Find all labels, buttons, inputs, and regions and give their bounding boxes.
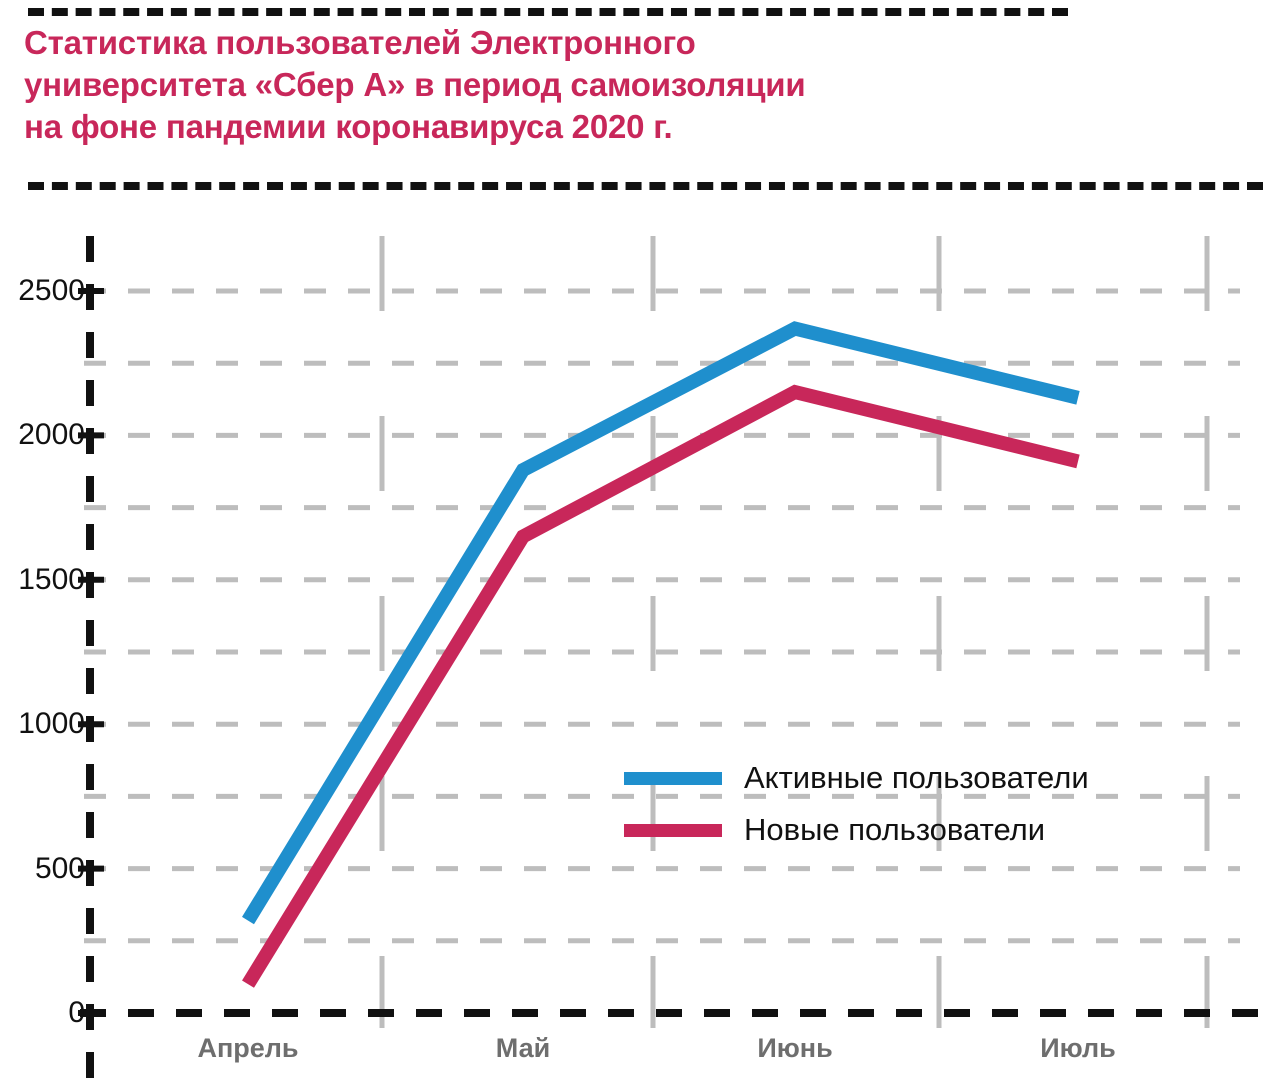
legend-swatch-active-users bbox=[624, 771, 722, 785]
x-axis-label: Июнь bbox=[757, 1033, 833, 1063]
y-axis-label: 500 bbox=[34, 851, 85, 885]
y-axis-label: 2000 bbox=[18, 418, 85, 452]
legend-swatch-new-users bbox=[624, 823, 722, 837]
legend-label-active-users: Активные пользователи bbox=[744, 760, 1089, 795]
page-title-line-3: на фоне пандемии коронавируса 2020 г. bbox=[24, 108, 673, 146]
divider-under-title bbox=[28, 182, 1263, 190]
page-title-line-1: Статистика пользователей Электронного bbox=[24, 24, 696, 61]
y-axis-label: 2500 bbox=[18, 274, 85, 307]
x-axis-label: Май bbox=[495, 1033, 551, 1063]
series-line-new-users[interactable] bbox=[242, 384, 1080, 988]
x-axis-label: Апрель bbox=[197, 1033, 299, 1063]
legend-item-new-users[interactable]: Новые пользователи bbox=[624, 804, 1089, 856]
y-axis-label: 1500 bbox=[18, 562, 85, 596]
legend-label-new-users: Новые пользователи bbox=[744, 812, 1046, 847]
series-line-active-users[interactable] bbox=[242, 321, 1080, 925]
y-axis-label: 1000 bbox=[18, 707, 85, 741]
page-title: Статистика пользователей Электронного ун… bbox=[24, 22, 1084, 149]
legend-item-active-users[interactable]: Активные пользователи bbox=[624, 752, 1089, 804]
chart-legend: Активные пользователи Новые пользователи bbox=[624, 752, 1089, 856]
divider-top bbox=[28, 8, 1068, 16]
page-title-line-2: университета «Сбер А» в период самоизоля… bbox=[24, 66, 806, 104]
y-axis-label: 0 bbox=[68, 996, 85, 1029]
x-axis-label: Июль bbox=[1040, 1033, 1116, 1063]
